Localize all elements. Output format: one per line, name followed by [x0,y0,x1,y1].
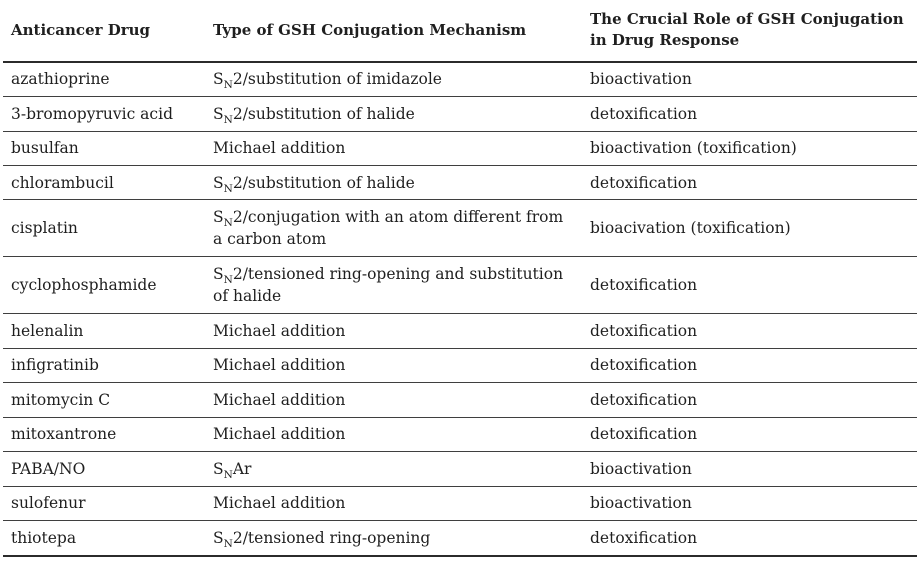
mechanism-text: S [213,104,224,123]
mechanism-cell: SN2/substitution of halide [205,96,582,132]
column-header-mechanism: Type of GSH Conjugation Mechanism [205,0,582,63]
mechanism-cell: SNAr [205,451,582,487]
mechanism-text-continued: 2/substitution of halide [232,104,415,123]
role-cell: bioactivation [582,486,917,522]
table-row: mitoxantrone Michael addition detoxifica… [3,417,917,453]
mechanism-cell: SN2/substitution of halide [205,165,582,201]
mechanism-text-continued: 2/substitution of imidazole [232,70,442,89]
column-header-role: The Crucial Role of GSH Conjugation in D… [582,0,917,63]
table-row: azathioprine SN2/substitution of imidazo… [3,61,917,98]
mechanism-text: Michael addition [213,494,346,513]
mechanism-text: Michael addition [213,321,346,340]
drug-cell: cyclophosphamide [3,256,205,315]
mechanism-subscript: N [223,468,233,481]
mechanism-subscript: N [223,274,233,286]
mechanism-text: S [213,459,224,478]
header-row: Anticancer Drug Type of GSH Conjugation … [3,0,917,63]
mechanism-subscript: N [223,537,233,550]
mechanism-text: S [213,70,224,89]
mechanism-text: S [213,173,224,192]
role-cell: detoxification [582,96,917,132]
mechanism-text-continued: 2/tensioned ring-opening and substitutio… [213,264,564,306]
mechanism-text-continued: 2/conjugation with an atom different fro… [213,207,564,249]
table-row: thiotepa SN2/tensioned ring-opening deto… [3,520,917,557]
table-row: mitomycin C Michael addition detoxificat… [3,382,917,418]
table-row: cyclophosphamide SN2/tensioned ring-open… [3,256,917,315]
table-row: 3-bromopyruvic acid SN2/substitution of … [3,96,917,132]
role-cell: bioactivation (toxification) [582,131,917,167]
mechanism-cell: SN2/tensioned ring-opening [205,520,582,557]
column-header-anticancer-drug: Anticancer Drug [3,0,205,63]
drug-cell: mitomycin C [3,382,205,418]
mechanism-cell: Michael addition [205,313,582,349]
table-row: chlorambucil SN2/substitution of halide … [3,165,917,201]
table-row: PABA/NO SNAr bioactivation [3,451,917,487]
drug-cell: mitoxantrone [3,417,205,453]
drug-cell: thiotepa [3,520,205,557]
role-cell: bioactivation [582,61,917,98]
drug-cell: azathioprine [3,61,205,98]
drug-cell: PABA/NO [3,451,205,487]
role-cell: detoxification [582,382,917,418]
mechanism-subscript: N [223,182,233,195]
drug-cell: chlorambucil [3,165,205,201]
drug-cell: sulofenur [3,486,205,522]
mechanism-cell: Michael addition [205,486,582,522]
drug-cell: 3-bromopyruvic acid [3,96,205,132]
mechanism-subscript: N [223,113,233,126]
role-cell: bioactivation [582,451,917,487]
mechanism-text-continued: Ar [232,459,252,478]
role-cell: detoxification [582,313,917,349]
mechanism-cell: Michael addition [205,131,582,167]
role-cell: detoxification [582,520,917,557]
drug-cell: busulfan [3,131,205,167]
mechanism-text: S [213,528,224,547]
mechanism-cell: SN2/conjugation with an atom different f… [205,199,582,258]
mechanism-cell: SN2/substitution of imidazole [205,61,582,98]
table-body: azathioprine SN2/substitution of imidazo… [3,61,917,557]
mechanism-text: Michael addition [213,139,346,158]
role-cell: bioacivation (toxification) [582,199,917,258]
drug-cell: infigratinib [3,348,205,384]
mechanism-cell: Michael addition [205,382,582,418]
mechanism-text: S [213,207,224,226]
mechanism-cell: SN2/tensioned ring-opening and substitut… [205,256,582,315]
table-header: Anticancer Drug Type of GSH Conjugation … [3,0,917,63]
mechanism-text: Michael addition [213,425,346,444]
mechanism-text-continued: 2/tensioned ring-opening [232,528,431,547]
table-row: helenalin Michael addition detoxificatio… [3,313,917,349]
mechanism-cell: Michael addition [205,417,582,453]
table-row: infigratinib Michael addition detoxifica… [3,348,917,384]
drug-cell: cisplatin [3,199,205,258]
gsh-conjugation-table: Anticancer Drug Type of GSH Conjugation … [3,0,917,557]
mechanism-text: S [213,264,224,283]
mechanism-subscript: N [223,79,233,92]
role-cell: detoxification [582,256,917,315]
role-cell: detoxification [582,417,917,453]
mechanism-cell: Michael addition [205,348,582,384]
table-row: busulfan Michael addition bioactivation … [3,131,917,167]
mechanism-subscript: N [223,217,233,230]
role-cell: detoxification [582,165,917,201]
mechanism-text: Michael addition [213,356,346,375]
table-row: sulofenur Michael addition bioactivation [3,486,917,522]
mechanism-text-continued: 2/substitution of halide [232,173,415,192]
role-cell: detoxification [582,348,917,384]
table-row: cisplatin SN2/conjugation with an atom d… [3,199,917,258]
mechanism-text: Michael addition [213,390,346,409]
drug-cell: helenalin [3,313,205,349]
